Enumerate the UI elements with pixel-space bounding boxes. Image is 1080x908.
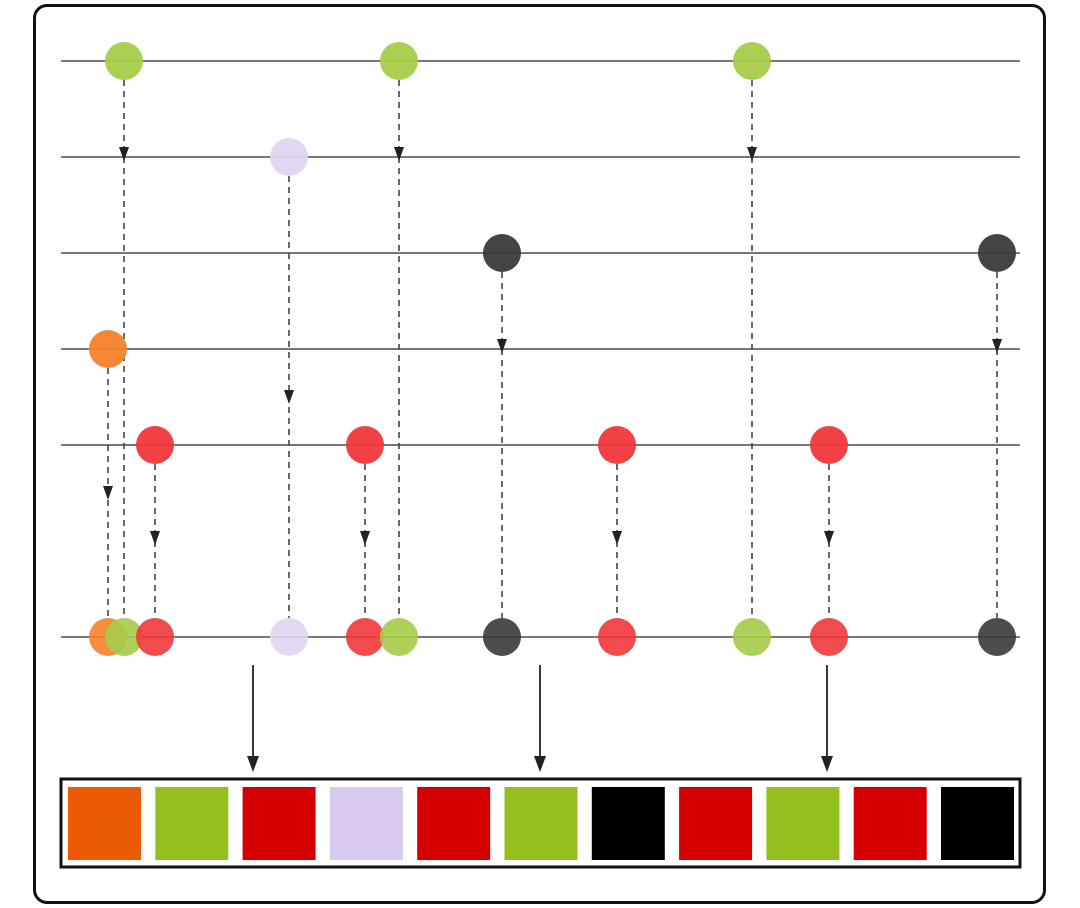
connector-arrowhead: [497, 339, 507, 353]
flush-arrowhead: [821, 756, 833, 772]
buffer-cell-red: [242, 787, 316, 860]
event-connectors: [103, 80, 1002, 618]
buffer-cell-dark: [591, 787, 665, 860]
event-green: [733, 42, 771, 80]
merged-event-red: [346, 618, 384, 656]
event-red: [136, 426, 174, 464]
buffer-cell-green: [504, 787, 578, 860]
merged-event-green: [380, 618, 418, 656]
connector-arrowhead: [992, 339, 1002, 353]
connector-arrowhead: [360, 531, 370, 545]
buffer-cell-red: [853, 787, 927, 860]
event-orange: [89, 330, 127, 368]
event-green: [105, 42, 143, 80]
merged-event-lavender: [270, 618, 308, 656]
output-buffer: [59, 777, 1022, 869]
merged-event-red: [136, 618, 174, 656]
connector-arrowhead: [824, 531, 834, 545]
event-red: [346, 426, 384, 464]
buffer-cell-red: [417, 787, 491, 860]
buffer-cell-red: [679, 787, 753, 860]
merged-event-dark: [483, 618, 521, 656]
connector-arrowhead: [103, 486, 113, 500]
buffer-cell-orange: [68, 787, 141, 860]
connector-arrowhead: [747, 147, 757, 161]
buffer-cell-lavender: [329, 787, 403, 860]
event-lavender: [270, 138, 308, 176]
event-markers: [89, 42, 1016, 656]
connector-arrowhead: [394, 147, 404, 161]
merged-event-red: [598, 618, 636, 656]
connector-arrowhead: [119, 147, 129, 161]
event-dark: [978, 234, 1016, 272]
buffer-cell-green: [766, 787, 840, 860]
event-red: [598, 426, 636, 464]
flush-arrows: [247, 665, 833, 772]
connector-arrowhead: [150, 531, 160, 545]
event-green: [380, 42, 418, 80]
buffer-cell-green: [155, 787, 229, 860]
flush-arrowhead: [534, 756, 546, 772]
event-red: [810, 426, 848, 464]
buffer-cell-dark: [941, 787, 1014, 860]
merged-event-dark: [978, 618, 1016, 656]
connector-arrowhead: [612, 531, 622, 545]
merged-event-green: [105, 618, 143, 656]
flush-arrowhead: [247, 756, 259, 772]
event-dark: [483, 234, 521, 272]
merged-event-red: [810, 618, 848, 656]
timelines: [61, 60, 1020, 638]
merged-event-green: [733, 618, 771, 656]
connector-arrowhead: [284, 390, 294, 404]
